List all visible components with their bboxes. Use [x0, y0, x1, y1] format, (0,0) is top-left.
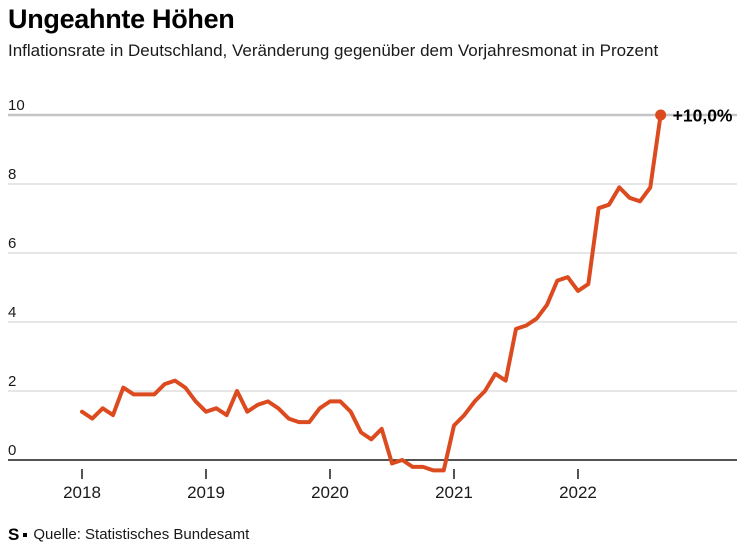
x-tick-label: 2020 [311, 483, 349, 502]
spiegel-logo: S [8, 525, 20, 544]
y-tick-label: 0 [8, 442, 16, 459]
x-tick-label: 2019 [187, 483, 225, 502]
end-point-marker [655, 109, 667, 121]
y-tick-label: 10 [8, 97, 25, 114]
chart-subtitle: Inflationsrate in Deutschland, Veränderu… [8, 41, 659, 60]
inflation-line [80, 113, 663, 473]
source-line: S Quelle: Statistisches Bundesamt [8, 526, 249, 543]
x-tick-label: 2022 [559, 483, 597, 502]
page-title: Ungeahnte Höhen [8, 4, 235, 34]
spiegel-square-icon [23, 532, 28, 537]
x-tick-label: 2018 [63, 483, 101, 502]
y-tick-label: 4 [8, 304, 16, 321]
y-tick-label: 2 [8, 373, 16, 390]
y-tick-label: 6 [8, 235, 16, 252]
y-tick-label: 8 [8, 166, 16, 183]
end-value-label: +10,0% [673, 106, 733, 126]
source-text: Quelle: Statistisches Bundesamt [33, 526, 250, 543]
x-tick-label: 2021 [435, 483, 473, 502]
